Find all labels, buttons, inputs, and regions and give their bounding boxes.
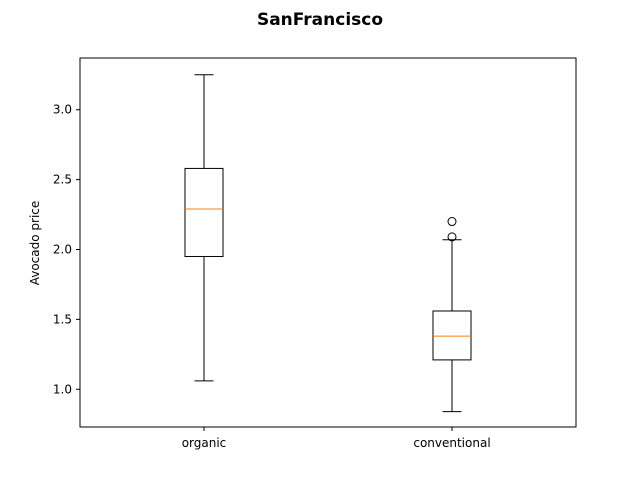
x-tick-label: organic <box>182 436 227 450</box>
y-tick-label: 3.0 <box>53 103 72 117</box>
box-iqr <box>432 310 472 361</box>
y-axis-label: Avocado price <box>28 201 42 286</box>
x-axis: organic conventional <box>182 427 491 450</box>
y-axis: 1.0 1.5 2.0 2.5 3.0 <box>53 103 80 396</box>
y-tick-label: 1.0 <box>53 382 72 396</box>
box-iqr <box>184 167 224 257</box>
plot-area-frame <box>79 57 577 428</box>
boxes-group <box>184 74 472 413</box>
x-tick-label: conventional <box>413 436 490 450</box>
outlier-point <box>447 232 457 242</box>
chart-title: SanFrancisco <box>257 10 383 30</box>
y-tick-label: 2.5 <box>53 173 72 187</box>
y-tick-label: 1.5 <box>53 312 72 326</box>
outlier-point <box>447 217 457 227</box>
y-tick-label: 2.0 <box>53 242 72 256</box>
